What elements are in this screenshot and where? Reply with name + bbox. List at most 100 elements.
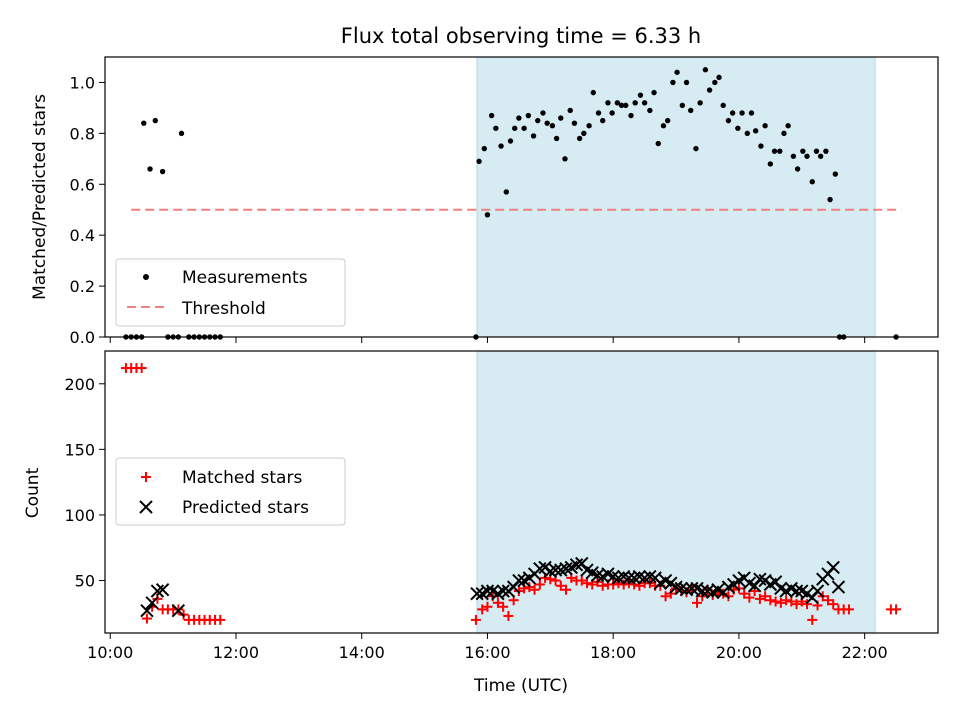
- x-tick-label: 22:00: [842, 643, 888, 662]
- measurement-point: [670, 79, 676, 86]
- measurement-point: [476, 158, 482, 165]
- predicted-star-point: [554, 563, 568, 577]
- measurement-point: [683, 79, 690, 86]
- bottom-chart-legend: Matched stars Predicted stars: [115, 457, 346, 526]
- measurement-point: [817, 153, 824, 159]
- measurement-point: [488, 112, 495, 119]
- measurement-point: [553, 135, 560, 142]
- top-chart-y-axis-label: Matched/Predicted stars: [30, 94, 50, 300]
- legend-label-predicted-stars: Predicted stars: [182, 498, 309, 518]
- predicted-star-point: [140, 603, 154, 618]
- y-tick-label: 0.6: [70, 175, 95, 194]
- measurement-point: [744, 130, 751, 137]
- matched-star-point: [791, 599, 802, 610]
- matched-star-point: [477, 604, 488, 615]
- measurement-point: [748, 110, 755, 116]
- top-chart-shaded-band: [476, 56, 876, 338]
- measurement-point: [152, 117, 158, 124]
- matched-star-point: [597, 580, 608, 591]
- bottom-chart-x-ticks: 10:00 12:00 14:00 16:00 18:00 20:00 22:00: [87, 633, 888, 662]
- measurement-point: [804, 153, 810, 159]
- y-tick-label: 0.0: [70, 328, 95, 347]
- measurement-point: [637, 92, 644, 98]
- measurement-point: [762, 123, 768, 129]
- x-tick-label: 18:00: [590, 643, 636, 662]
- matched-star-point: [807, 614, 818, 625]
- predicted-star-points: [140, 556, 846, 618]
- measurement-point: [664, 117, 671, 124]
- measurement-point: [794, 166, 801, 172]
- measurement-point: [702, 67, 709, 73]
- y-tick-label: 1.0: [70, 73, 95, 92]
- matched-star-point: [786, 596, 797, 607]
- x-tick-label: 14:00: [339, 643, 385, 662]
- measurement-point: [655, 140, 661, 147]
- y-tick-label: 0.2: [70, 277, 95, 296]
- matched-star-point: [576, 575, 587, 586]
- measurement-point: [632, 100, 638, 106]
- measurement-point: [581, 130, 587, 137]
- bottom-chart-frame: [104, 350, 939, 634]
- measurement-point: [507, 138, 514, 144]
- measurement-point: [725, 117, 732, 124]
- measurement-point: [800, 148, 806, 154]
- matched-star-point: [754, 593, 765, 604]
- measurement-point: [827, 196, 833, 203]
- measurement-point: [600, 117, 606, 124]
- y-tick-label: 50: [75, 572, 95, 591]
- bottom-chart-y-ticks: 50 100 150 200: [64, 375, 105, 591]
- matched-star-point: [529, 584, 540, 595]
- measurement-point: [832, 171, 839, 177]
- legend-label-measurements: Measurements: [182, 268, 308, 288]
- y-tick-label: 100: [64, 506, 95, 525]
- matched-star-point: [744, 592, 755, 603]
- y-tick-label: 200: [64, 375, 95, 394]
- legend-frame: [115, 457, 346, 526]
- matched-star-point: [470, 614, 481, 625]
- measurement-point: [674, 69, 680, 75]
- legend-marker-predicted-stars: [139, 500, 153, 514]
- matched-star-point: [891, 604, 902, 615]
- x-tick-label: 20:00: [716, 643, 762, 662]
- measurement-points: [123, 67, 899, 340]
- y-tick-label: 0.8: [70, 124, 95, 143]
- measurement-point: [540, 110, 546, 116]
- measurement-point: [484, 212, 491, 218]
- predicted-star-point: [470, 586, 484, 601]
- predicted-star-point: [789, 584, 804, 598]
- predicted-star-point: [632, 569, 647, 584]
- predicted-star-point: [171, 603, 186, 618]
- legend-label-threshold: Threshold: [181, 299, 266, 319]
- measurement-point: [586, 123, 592, 129]
- matched-star-point: [503, 610, 514, 621]
- top-chart-frame: [104, 56, 939, 338]
- matched-star-point: [561, 584, 572, 595]
- predicted-star-point: [606, 569, 620, 584]
- predicted-star-point: [810, 584, 825, 598]
- predicted-star-point: [753, 572, 767, 586]
- measurement-point: [558, 115, 564, 121]
- measurement-point: [516, 115, 522, 121]
- matched-star-point: [828, 599, 839, 610]
- measurement-point: [729, 110, 736, 116]
- predicted-star-point: [826, 560, 840, 575]
- measurement-point: [752, 128, 759, 134]
- measurement-point: [651, 89, 657, 96]
- legend-frame: [115, 258, 346, 327]
- matched-star-point: [660, 591, 671, 602]
- matched-star-point: [215, 614, 226, 625]
- matched-star-point: [822, 595, 833, 606]
- matched-star-point: [843, 604, 854, 615]
- bottom-chart-y-axis-label: Count: [23, 467, 43, 518]
- measurement-point: [614, 100, 621, 106]
- measurement-point: [647, 107, 653, 114]
- measurement-point: [535, 117, 541, 124]
- predicted-star-point: [480, 584, 495, 598]
- measurement-point: [706, 87, 713, 93]
- bottom-chart: 50 100 150 200 10:00 12:00 14:00 16:00 18:00 20:…: [23, 350, 939, 696]
- matched-star-point: [136, 363, 147, 374]
- measurement-point: [503, 189, 510, 195]
- legend-label-matched-stars: Matched stars: [182, 468, 302, 488]
- measurement-point: [147, 166, 153, 172]
- matched-star-point: [492, 597, 503, 608]
